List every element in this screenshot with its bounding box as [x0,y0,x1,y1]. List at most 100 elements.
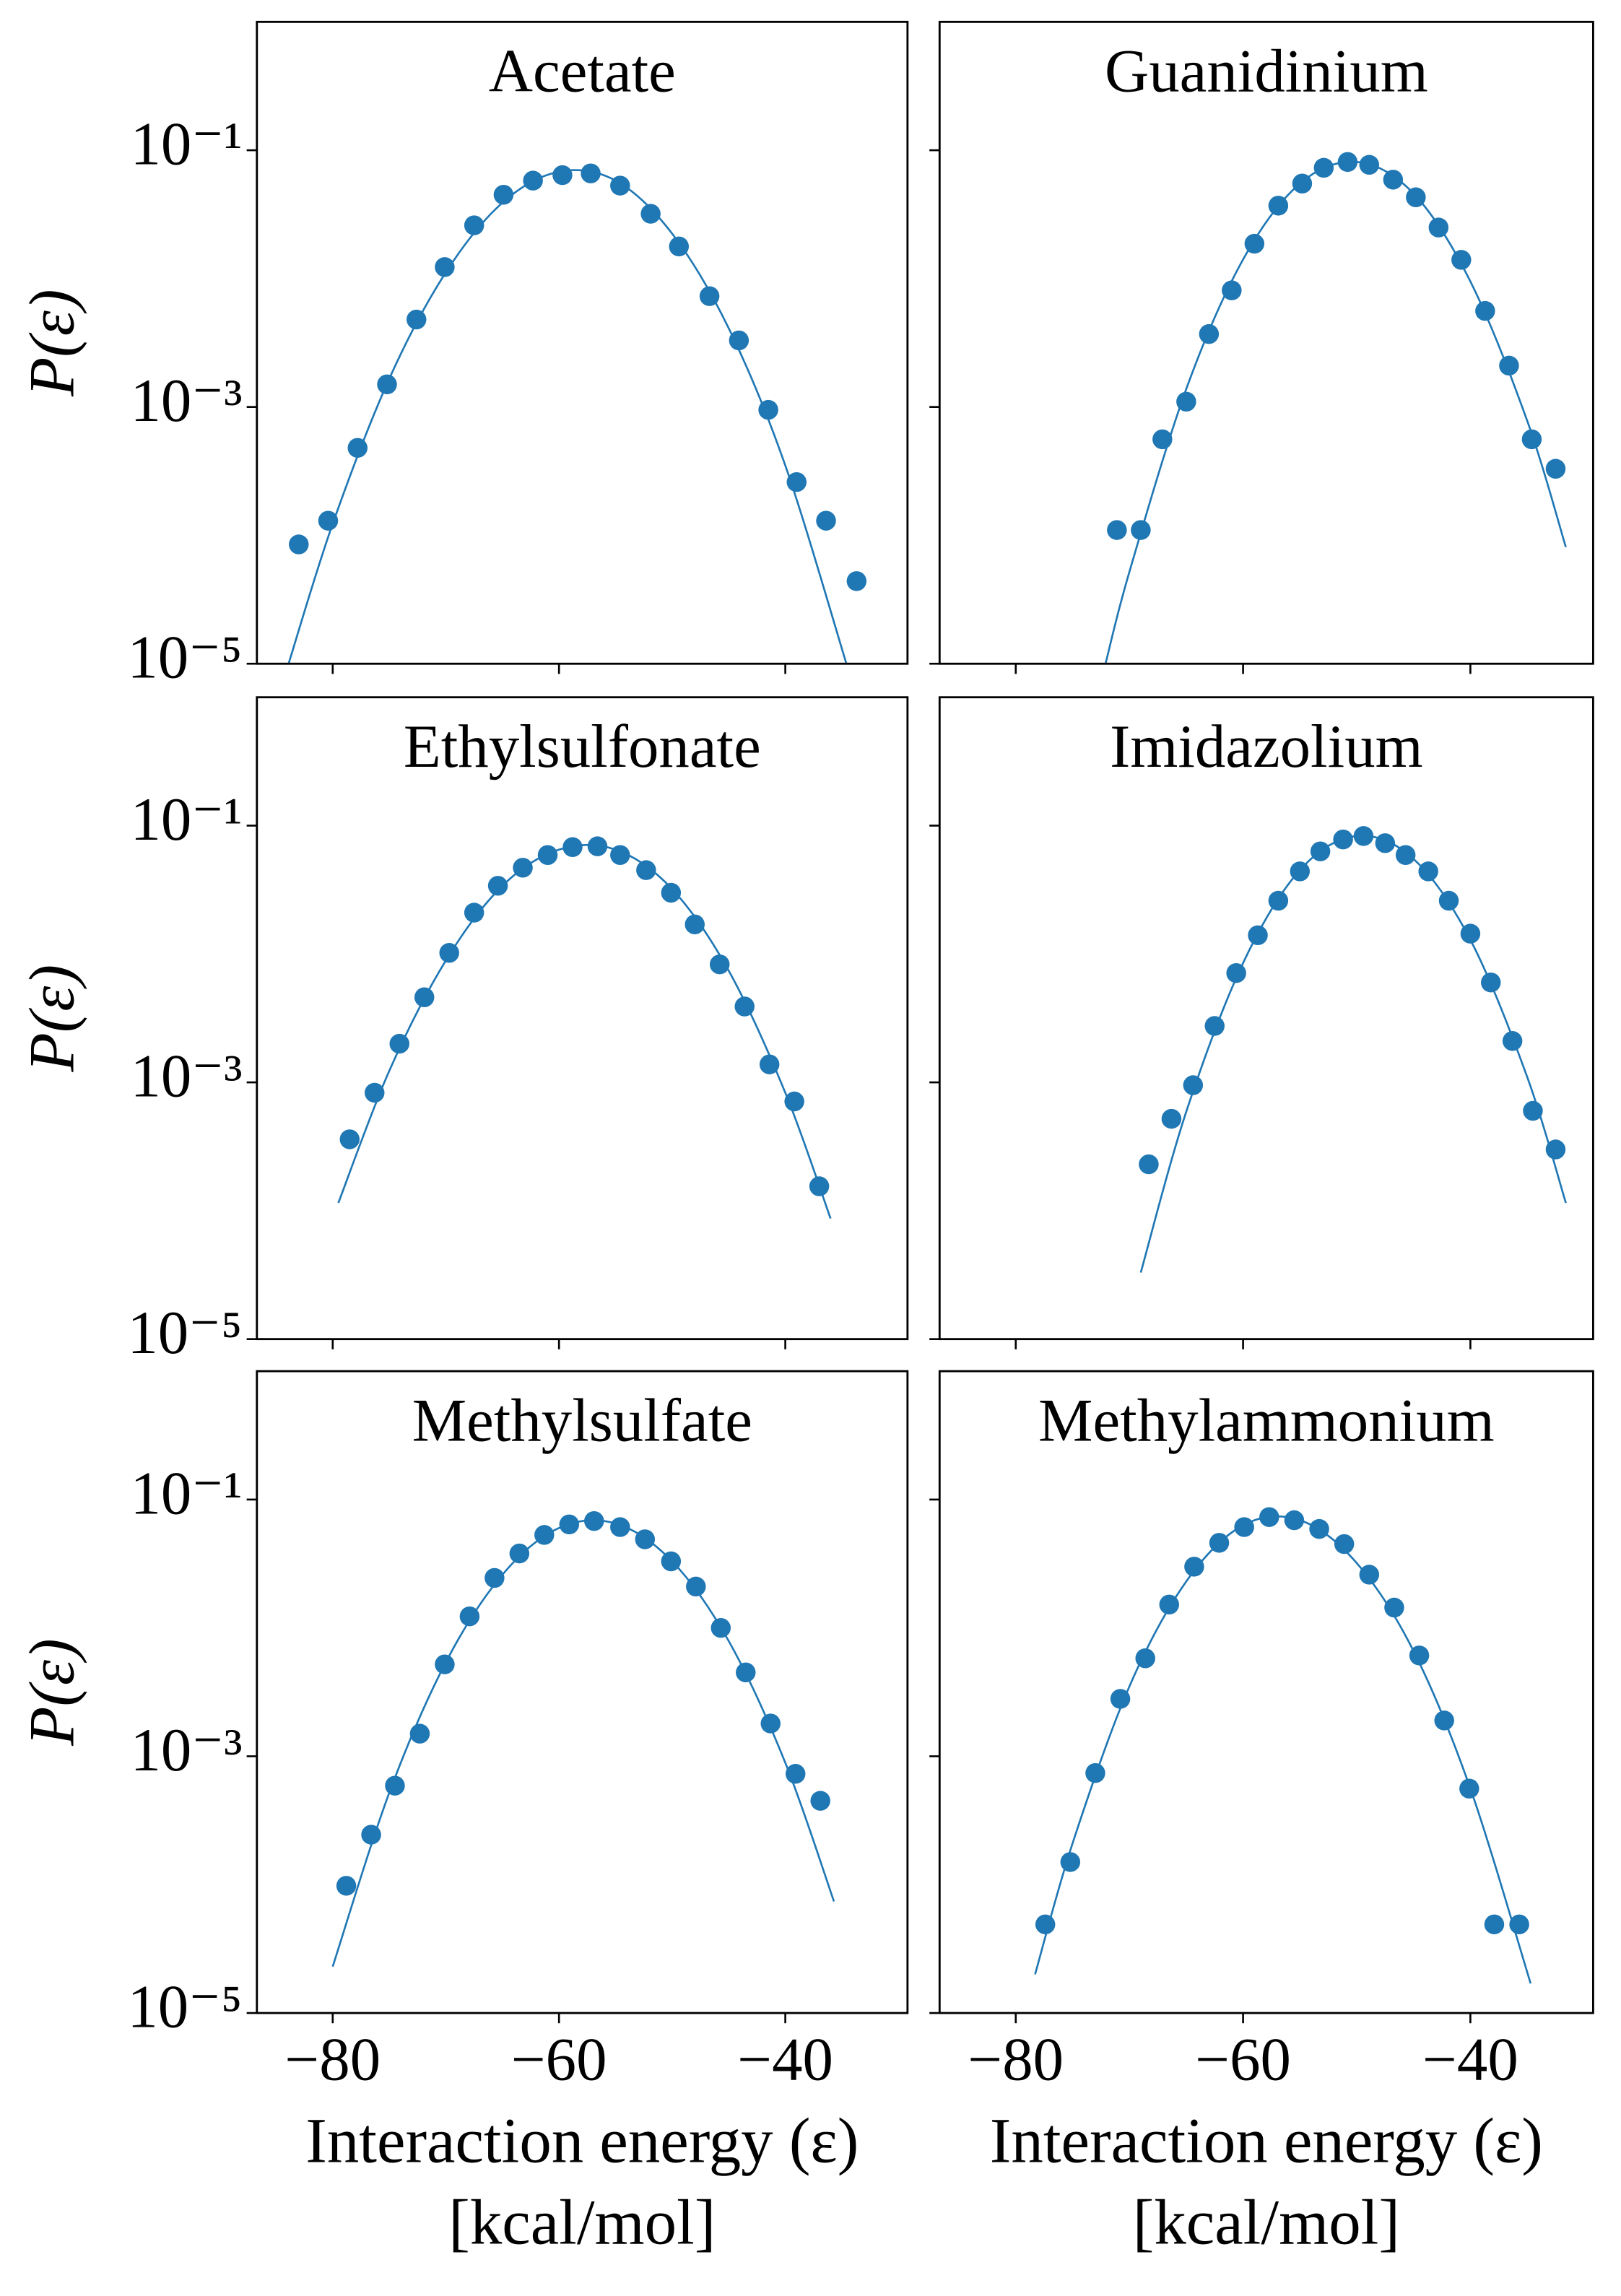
data-point [1135,1648,1155,1669]
data-point [636,860,656,880]
data-point [1035,1914,1056,1935]
data-point [1359,1565,1380,1585]
data-point [1131,520,1151,540]
data-point [409,1723,430,1744]
panel-title: Imidazolium [1110,713,1423,780]
data-point [1383,170,1404,190]
axes-frame [938,1370,1594,2014]
data-point [661,1551,682,1572]
data-point [1284,1510,1305,1531]
data-point [1310,841,1331,861]
data-point [1234,1517,1254,1537]
data-point [1161,1108,1182,1129]
data-point [1409,1645,1430,1666]
axes-frame [256,20,909,665]
data-point [1309,1518,1329,1539]
data-point [1313,157,1334,178]
x-tick-label: −80 [968,2025,1064,2093]
data-point [1139,1154,1159,1175]
data-point [669,236,690,257]
data-point [734,996,755,1017]
data-point [1475,300,1495,321]
data-point [584,1510,604,1531]
data-point [439,943,459,963]
data-point [318,510,339,531]
y-tick-label: 10⁻⁵ [127,624,242,692]
data-point [1159,1594,1180,1615]
data-point [1334,1534,1355,1554]
axes-frame [256,696,909,1341]
data-point [377,374,397,395]
fit-line [1139,835,1567,1273]
data-point [610,175,630,196]
data-point [1248,925,1268,946]
data-point [846,571,867,591]
data-point [1545,458,1566,479]
data-point [435,1654,455,1674]
data-point [699,286,720,306]
data-point [635,1529,656,1549]
x-axis-label: [kcal/mol] [1133,2187,1400,2258]
data-point [1481,973,1501,993]
data-point [1259,1507,1279,1527]
y-tick-label: 10⁻¹ [131,110,243,178]
data-point [1460,923,1481,944]
data-point [484,1567,505,1588]
data-point [1375,833,1396,853]
data-point [464,215,484,235]
data-point [534,1525,555,1545]
data-point [640,204,661,224]
data-point [686,1576,706,1597]
y-tick-label: 10⁻¹ [131,1459,243,1527]
y-tick-label: 10⁻⁵ [127,1299,242,1367]
x-tick-label: −40 [737,2025,833,2093]
panel-title: Guanidinium [1105,38,1428,105]
x-tick-label: −40 [1422,2025,1518,2093]
data-point [1434,1710,1454,1731]
data-point [523,170,543,191]
fit-line [331,1519,835,1967]
data-point [562,837,583,858]
data-point [1438,890,1459,911]
y-tick-label: 10⁻³ [131,1716,243,1784]
data-point [336,1876,357,1896]
data-point [1459,1778,1479,1799]
axes-frame [938,20,1594,665]
fit-line [1034,1515,1532,1984]
data-point [389,1033,409,1054]
data-point [810,1791,830,1811]
data-point [552,165,573,186]
data-point [1107,520,1127,540]
data-point [1290,861,1311,882]
data-point [1085,1762,1105,1783]
data-point [1110,1689,1131,1709]
data-point [365,1082,385,1103]
data-point [537,845,558,865]
data-point [339,1129,360,1149]
data-point [559,1514,580,1535]
data-point [1226,963,1246,983]
data-point [759,1054,780,1074]
data-point [1199,323,1220,344]
data-point [347,438,368,458]
panel-title: Methylammonium [1038,1386,1495,1454]
data-point [1060,1852,1081,1872]
data-point [587,836,608,856]
data-point [1484,1914,1505,1935]
y-tick-label: 10⁻⁵ [127,1973,242,2041]
data-point [407,309,427,330]
data-point [809,1176,830,1196]
data-point [610,845,630,865]
data-point [758,399,778,420]
data-point [1418,861,1438,882]
data-point [289,534,309,555]
data-point [459,1606,480,1627]
data-point [1337,152,1358,173]
data-point [1509,1914,1529,1935]
data-point [1353,826,1374,846]
data-point [729,330,749,351]
data-point [464,903,484,923]
data-point [513,858,533,878]
y-axis-label: P(ε) [17,1638,87,1747]
data-point [1244,233,1265,254]
